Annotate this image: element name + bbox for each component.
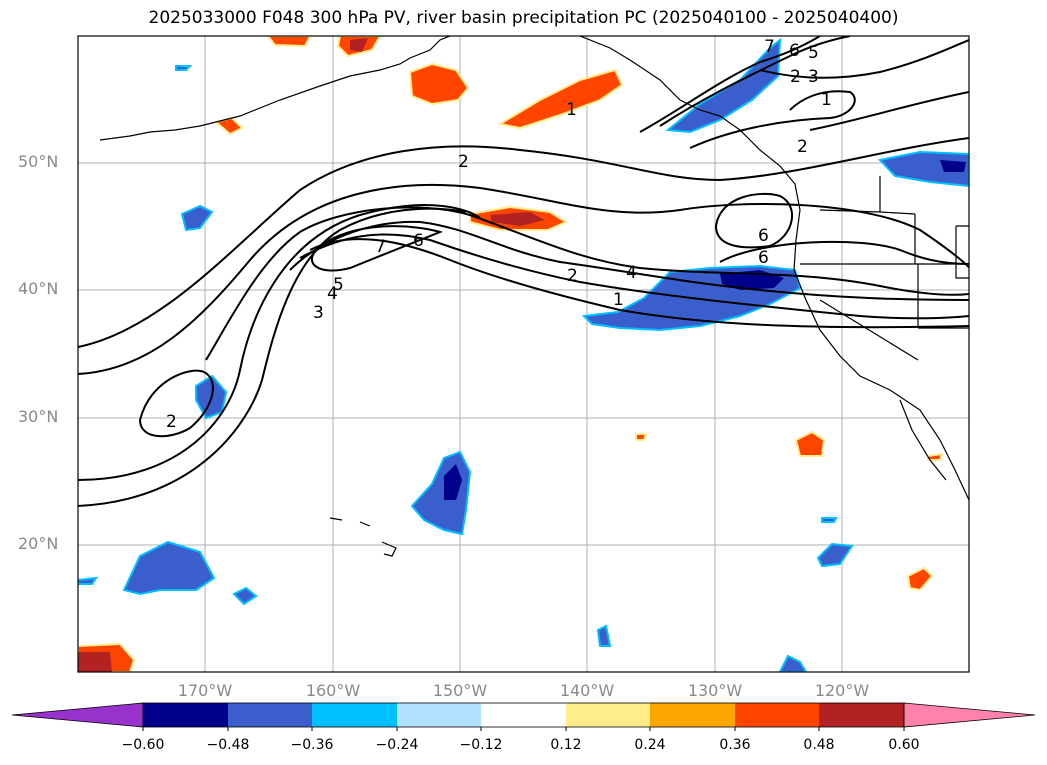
colorbar-segment [481, 703, 566, 727]
contour-label: 1 [613, 290, 624, 310]
colorbar-segment [650, 703, 735, 727]
negative-anomaly [596, 624, 612, 647]
contour-label: 6 [758, 226, 769, 246]
colorbar-tick: −0.12 [459, 737, 503, 753]
colorbar [11, 702, 1036, 731]
colorbar-segment [228, 703, 312, 727]
contour-labels: 1 2 2 4 1 2 3 4 5 6 7 1 2 6 6 7 6 5 3 2 [166, 37, 832, 432]
contour-label: 3 [808, 67, 819, 87]
colorbar-tick: −0.48 [206, 737, 250, 753]
map-canvas: 1 2 2 4 1 2 3 4 5 6 7 1 2 6 6 7 6 5 3 2 [77, 35, 970, 673]
map-frame [77, 35, 970, 673]
positive-anomaly [794, 430, 826, 457]
colorbar-tick: 0.24 [634, 737, 666, 753]
contour-label: 2 [797, 137, 808, 157]
contour-label: 1 [566, 100, 577, 120]
map-title: 2025033000 F048 300 hPa PV, river basin … [148, 8, 899, 28]
positive-anomaly [408, 62, 470, 106]
contour-label: 7 [375, 237, 386, 257]
lon-label-120w: 120°W [814, 681, 870, 700]
negative-anomaly [821, 517, 838, 523]
colorbar-tick: 0.48 [803, 737, 835, 753]
lat-label-20n: 20°N [18, 534, 59, 553]
contour-label: 6 [789, 41, 800, 61]
lon-label-140w: 140°W [559, 681, 615, 700]
contour-label: 7 [764, 37, 775, 57]
colorbar-segment [312, 703, 397, 727]
negative-anomaly [180, 204, 214, 232]
contour-label: 2 [567, 266, 578, 286]
positive-anomaly [906, 566, 934, 592]
negative-anomaly [122, 540, 216, 596]
lon-label-160w: 160°W [305, 681, 361, 700]
lat-label-40n: 40°N [18, 279, 59, 298]
contour-label: 2 [166, 412, 177, 432]
negative-anomaly [410, 450, 472, 536]
positive-anomaly [266, 36, 312, 48]
colorbar-tick: −0.24 [375, 737, 419, 753]
negative-anomaly [878, 150, 969, 188]
graticule [78, 36, 969, 672]
colorbar-extend-high [903, 702, 1036, 728]
positive-anomaly [350, 38, 368, 52]
colorbar-tick: −0.60 [121, 737, 165, 753]
contour-label: 4 [327, 284, 338, 304]
contour-label: 2 [458, 152, 469, 172]
positive-anomaly [213, 116, 244, 136]
negative-anomaly [175, 65, 193, 71]
negative-anomaly [940, 160, 966, 172]
lon-label-150w: 150°W [432, 681, 488, 700]
colorbar-tick: −0.36 [290, 737, 334, 753]
colorbar-tick: 0.12 [550, 737, 582, 753]
contour-label: 3 [313, 303, 324, 323]
colorbar-segment [143, 703, 228, 727]
contour-label: 2 [790, 67, 801, 87]
positive-anomaly [927, 452, 944, 461]
negative-anomaly [444, 464, 462, 500]
colorbar-segment [819, 703, 904, 727]
pv-contours [78, 36, 969, 507]
negative-anomaly [816, 542, 854, 568]
colorbar-segment [566, 703, 650, 727]
positive-anomaly [78, 652, 112, 672]
positive-anomaly [497, 68, 624, 130]
colorbar-segment [735, 703, 819, 727]
negative-anomaly [232, 586, 258, 606]
map-content: 1 2 2 4 1 2 3 4 5 6 7 1 2 6 6 7 6 5 3 2 [78, 36, 969, 672]
negative-anomaly [78, 576, 99, 585]
contour-label: 4 [626, 263, 637, 283]
contour-label: 6 [413, 231, 424, 251]
contour-label: 6 [758, 248, 769, 268]
lon-label-170w: 170°W [177, 681, 233, 700]
colorbar-segments [11, 702, 1036, 731]
colorbar-frame [142, 702, 905, 728]
contour-label: 5 [333, 275, 344, 295]
colorbar-segment [397, 703, 481, 727]
lon-label-130w: 130°W [687, 681, 743, 700]
colorbar-extend-low [11, 702, 144, 728]
contour-label: 1 [821, 90, 832, 110]
positive-anomaly [490, 212, 545, 226]
colorbar-tick: 0.36 [719, 737, 751, 753]
contour-label: 5 [808, 43, 819, 63]
positive-anomaly [635, 433, 648, 441]
precip-anomaly-fields [78, 36, 969, 672]
colorbar-tick: 0.60 [888, 737, 920, 753]
lat-label-50n: 50°N [18, 152, 59, 171]
negative-anomaly [778, 654, 808, 672]
lat-label-30n: 30°N [18, 407, 59, 426]
coastlines [99, 36, 969, 557]
